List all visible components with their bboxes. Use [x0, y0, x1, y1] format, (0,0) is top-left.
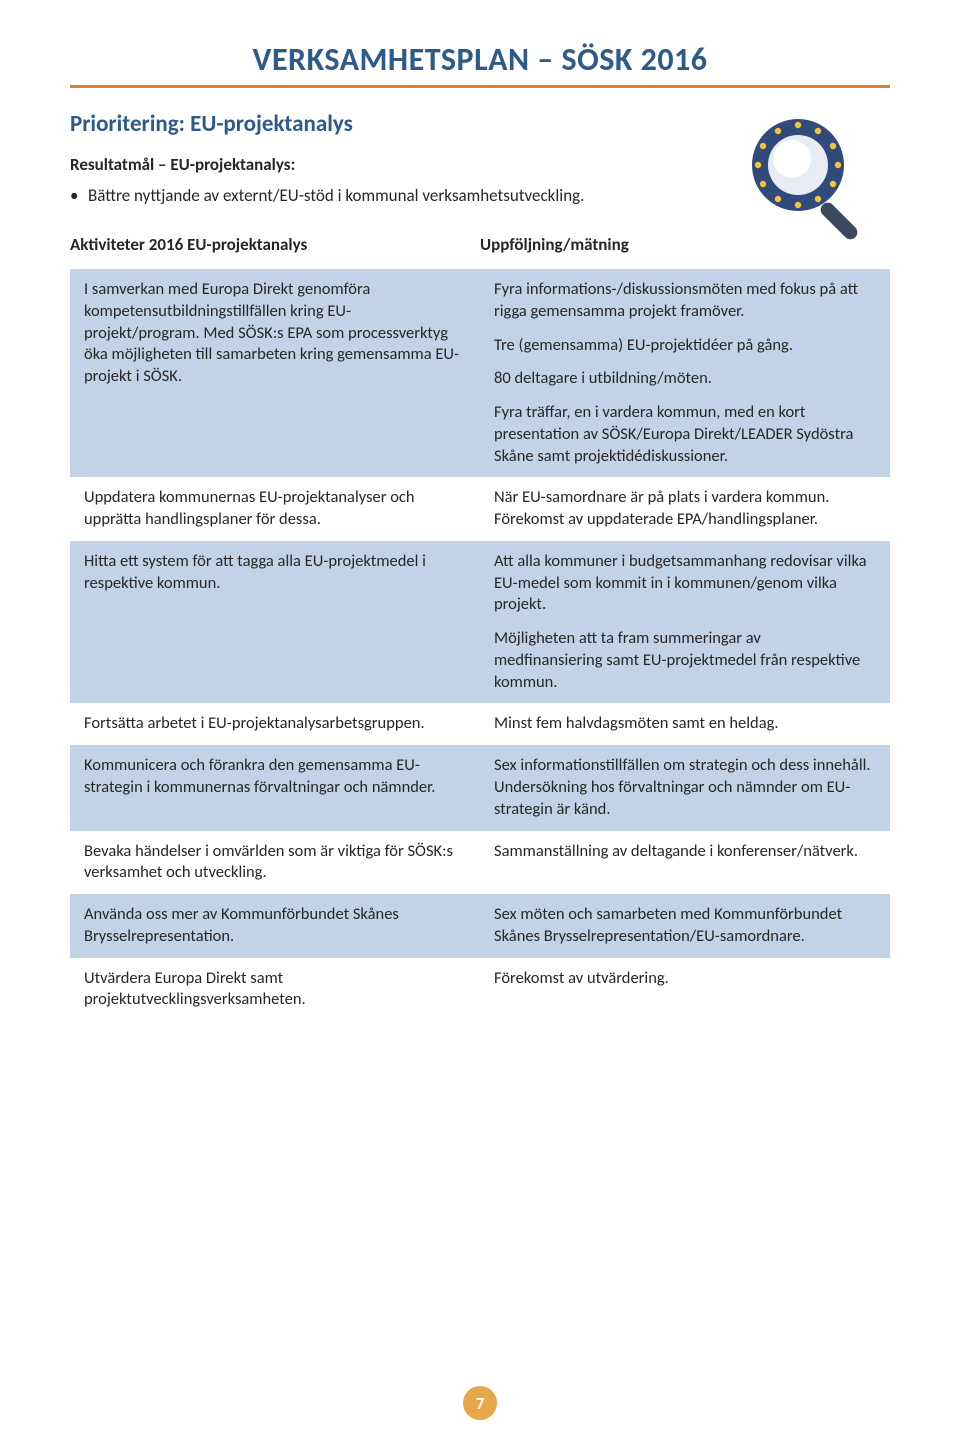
table-cell-right: Förekomst av utvärdering. [480, 958, 890, 1022]
table-row: Utvärdera Europa Direkt samt projektutve… [70, 958, 890, 1022]
table-cell-right: Sex möten och samarbeten med Kommunförbu… [480, 894, 890, 958]
table-row: Fortsätta arbetet i EU-projektanalys­arb… [70, 703, 890, 745]
table-row: Använda oss mer av Kommunförbundet Skåne… [70, 894, 890, 958]
page-number-badge: 7 [463, 1386, 497, 1420]
table-cell-right: Minst fem halvdagsmöten samt en heldag. [480, 703, 890, 745]
table-cell-left: Hitta ett system för att tagga alla EU-p… [70, 541, 480, 704]
table-cell-right: Sex informationstillfällen om strategin … [480, 745, 890, 830]
table-row: Kommunicera och förankra den gemensamma … [70, 745, 890, 830]
title-underline [70, 85, 890, 88]
table-cell-left: Utvärdera Europa Direkt samt projektutve… [70, 958, 480, 1022]
table-cell-right: Att alla kommuner i budgetsammanhang red… [480, 541, 890, 704]
table-row: Uppdatera kommunernas EU-projektanalyser… [70, 477, 890, 541]
table-cell-right: När EU-samordnare är på plats i vardera … [480, 477, 890, 541]
table-cell-right: Fyra informations-/diskussionsmöten med … [480, 269, 890, 477]
magnifier-eu-icon [740, 110, 875, 250]
table-row: I samverkan med Europa Direkt genomföra … [70, 269, 890, 477]
table-cell-left: Kommunicera och förankra den gemensamma … [70, 745, 480, 830]
table-cell-left: Använda oss mer av Kommunförbundet Skåne… [70, 894, 480, 958]
table-cell-left: Fortsätta arbetet i EU-projektanalys­arb… [70, 703, 480, 745]
bullet-dot: • [70, 185, 88, 206]
table-header-left: Aktiviteter 2016 EU-projektanalys [70, 228, 480, 265]
result-bullet-text: Bättre nyttjande av externt/EU-stöd i ko… [88, 185, 584, 206]
table-row: Hitta ett system för att tagga alla EU-p… [70, 541, 890, 704]
table-cell-right: Sammanställning av deltagande i konferen… [480, 831, 890, 895]
table-row: Bevaka händelser i omvärlden som är vikt… [70, 831, 890, 895]
activities-table: Aktiviteter 2016 EU-projektanalys Uppföl… [70, 228, 890, 1021]
result-bullet: • Bättre nyttjande av externt/EU-stöd i … [70, 185, 630, 206]
table-cell-left: Uppdatera kommunernas EU-projektanalyser… [70, 477, 480, 541]
table-cell-left: I samverkan med Europa Direkt genomföra … [70, 269, 480, 477]
table-cell-left: Bevaka händelser i omvärlden som är vikt… [70, 831, 480, 895]
document-title: VERKSAMHETSPLAN – SÖSK 2016 [70, 40, 890, 85]
